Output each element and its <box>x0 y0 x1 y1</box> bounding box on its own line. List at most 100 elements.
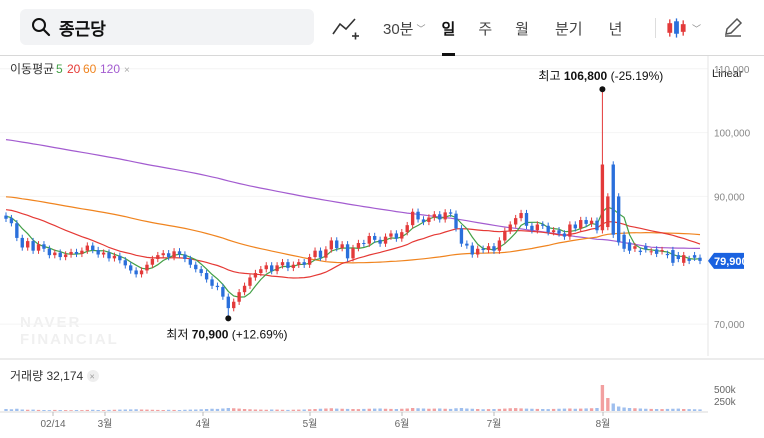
period-tabs: 30분 ﹀ 일 주 월 분기 년 <box>383 0 622 56</box>
candle-body <box>676 255 680 259</box>
candle <box>36 241 41 254</box>
candle-body <box>400 232 404 239</box>
candle <box>622 231 626 252</box>
candle <box>448 209 453 217</box>
candle-body <box>340 244 344 249</box>
volume-bar <box>508 408 512 411</box>
candle <box>638 247 643 256</box>
y-axis-ticks: 110,000 100,000 90,000 70,000 <box>714 65 751 331</box>
scale-selector[interactable]: Linear <box>712 68 743 80</box>
candle <box>145 261 149 274</box>
x-axis-labels: 02/14 3월 4월 5월 6월 7월 8월 <box>40 412 610 430</box>
candle-body <box>698 257 702 261</box>
watermark-line-1: NAVER <box>20 314 81 331</box>
candle <box>291 261 296 272</box>
candle-body <box>188 258 193 265</box>
volume-close-icon[interactable]: × <box>90 372 95 382</box>
volume-bar <box>47 410 52 411</box>
volume-bar <box>183 409 187 411</box>
candle <box>204 269 209 283</box>
volume-bar <box>253 409 258 411</box>
period-tab-quarter[interactable]: 분기 <box>555 0 583 56</box>
price-chart[interactable]: NAVER FINANCIAL 이동평균 5 20 60 120 × Linea… <box>0 56 764 433</box>
search-icon[interactable] <box>31 17 51 37</box>
volume-close-button[interactable] <box>87 370 99 382</box>
period-tab-week[interactable]: 주 <box>478 0 492 56</box>
volume-bar <box>156 409 160 411</box>
volume-bar <box>644 408 648 411</box>
candle <box>63 251 68 261</box>
candle-body <box>280 262 285 266</box>
candle-body <box>573 224 577 229</box>
candle <box>660 246 664 255</box>
candle-body <box>589 220 594 224</box>
period-tab-30min[interactable]: 30분 ﹀ <box>383 0 426 56</box>
candle-body <box>627 242 632 251</box>
candle <box>183 251 187 263</box>
candle-body <box>405 225 409 233</box>
candle <box>345 241 350 262</box>
candle <box>297 258 301 268</box>
volume-bar <box>36 409 41 411</box>
volume-bar <box>269 409 274 411</box>
candle-body <box>524 213 529 226</box>
candle <box>307 253 312 268</box>
candle <box>654 246 659 258</box>
volume-bar <box>259 409 263 411</box>
candle-body <box>633 246 637 249</box>
candle <box>606 193 610 231</box>
candle <box>351 244 355 262</box>
candle-body <box>63 254 68 258</box>
candle-body <box>416 211 420 220</box>
volume-bar <box>31 409 35 411</box>
x-tick-label: 7월 <box>487 418 502 430</box>
low-change: (+12.69%) <box>232 327 288 341</box>
volume-title-label: 거래량 <box>10 369 43 383</box>
y-tick-label: 70,000 <box>714 320 745 331</box>
volume-bar <box>199 409 203 411</box>
period-tab-day[interactable]: 일 <box>441 0 455 56</box>
candle-body <box>682 255 686 263</box>
candle <box>85 242 90 254</box>
volume-bar <box>432 408 437 411</box>
volume-bar <box>297 409 301 411</box>
candle <box>232 298 236 312</box>
candle <box>524 209 529 229</box>
volume-bar <box>682 409 686 411</box>
volume-bar <box>335 408 339 411</box>
candle <box>259 266 263 277</box>
candle-body <box>541 224 545 226</box>
candle-body <box>166 253 171 258</box>
candle <box>313 247 317 261</box>
candle-body <box>139 270 144 275</box>
volume-bar <box>486 409 491 411</box>
search-query-text[interactable]: 종근당 <box>59 19 106 39</box>
volume-bar <box>649 408 653 411</box>
volume-bar <box>535 408 540 411</box>
candle-body <box>253 273 258 278</box>
stock-search-box[interactable]: 종근당 <box>20 9 314 45</box>
candle-body <box>356 243 361 249</box>
volume-bar <box>318 408 323 411</box>
chart-area[interactable]: NAVER FINANCIAL 이동평균 5 20 60 120 × Linea… <box>0 56 764 433</box>
candle <box>486 243 491 254</box>
period-tab-year[interactable]: 년 <box>609 0 623 56</box>
candle-body <box>535 224 540 231</box>
volume-bar <box>129 409 133 411</box>
trend-draw-icon[interactable] <box>330 14 360 42</box>
ma-line-120 <box>5 139 700 249</box>
candle-body <box>454 213 458 229</box>
pencil-icon[interactable] <box>722 16 744 38</box>
chart-type-selector[interactable]: ﹀ <box>665 14 701 42</box>
ma-legend-close-icon[interactable]: × <box>124 65 130 76</box>
candle-body <box>9 218 14 224</box>
period-tab-month[interactable]: 월 <box>515 0 529 56</box>
candle-body <box>579 220 583 229</box>
candle <box>242 282 247 296</box>
candle <box>4 212 8 222</box>
candle-body <box>226 296 230 309</box>
volume-bar <box>210 408 214 411</box>
ma-legend-title: 이동평균 <box>10 62 54 76</box>
ma60-line <box>5 196 701 264</box>
candle-body <box>616 196 621 243</box>
